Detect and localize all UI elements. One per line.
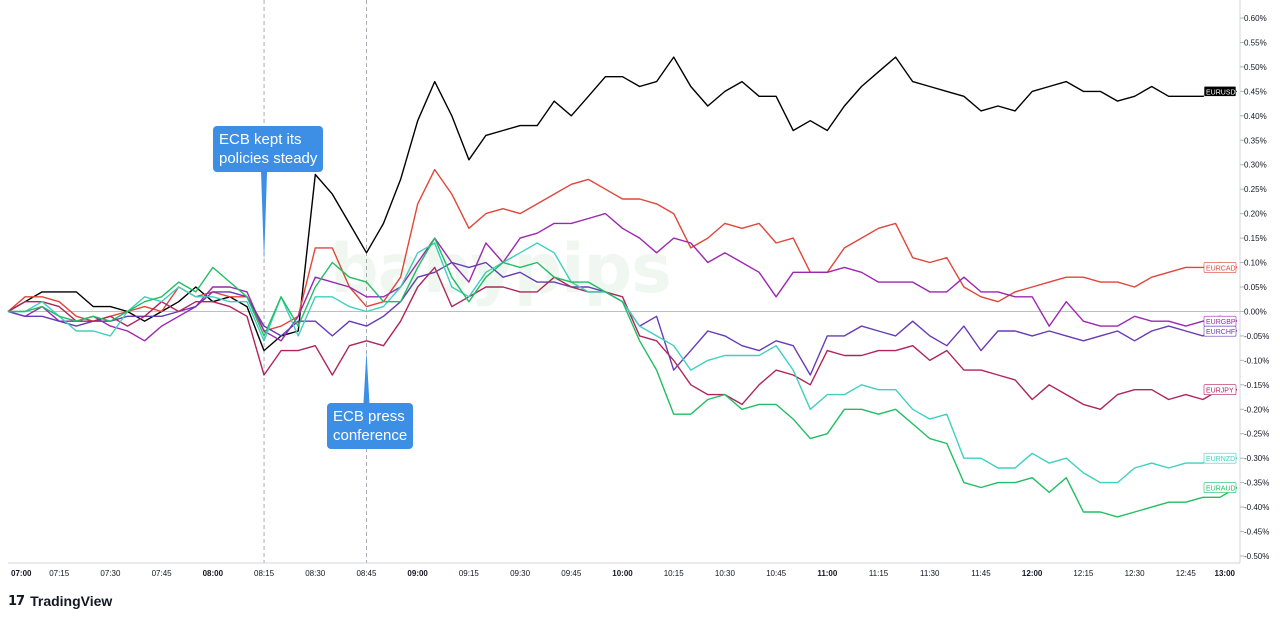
x-tick-label: 07:15: [49, 569, 70, 578]
x-tick-label: 08:15: [254, 569, 275, 578]
x-tick-label: 11:45: [971, 569, 991, 578]
x-tick-label: 09:00: [407, 569, 428, 578]
series-label-text: EURAUD: [1206, 486, 1236, 493]
series-lines: [7, 56, 1238, 518]
y-tick-label: 0.15%: [1244, 234, 1267, 243]
y-tick-label: -0.50%: [1244, 552, 1269, 561]
y-tick-label: 0.25%: [1244, 185, 1267, 194]
x-tick-label: 11:30: [920, 569, 940, 578]
series-label-text: EURUSD: [1206, 89, 1236, 96]
x-tick-label: 09:45: [561, 569, 582, 578]
series-line-euraud: [8, 237, 1238, 518]
callout-pointer-1: [261, 172, 268, 262]
x-tick-label: 12:15: [1073, 569, 1094, 578]
series-labels: EURUSD EURCAD EURGBP EURCHF EURJPY EURNZD EURA…: [1203, 86, 1237, 493]
x-tick-label: 10:00: [612, 569, 633, 578]
axes: 0.60% 0.55% 0.50% 0.45% 0.40% 0.35% 0.30% 0.25%…: [8, 0, 1269, 578]
series-label-text: EURGBP: [1206, 319, 1236, 326]
ecb-press-callout: ECB press conference: [327, 403, 414, 449]
series-label-box: [1203, 325, 1237, 337]
series-label-box: [1203, 262, 1237, 273]
x-tick-label: 12:30: [1125, 569, 1146, 578]
y-tick-label: 0.05%: [1244, 283, 1267, 292]
series-label-text: EURJPY: [1206, 388, 1234, 395]
x-tick-label: 09:30: [510, 569, 531, 578]
ecb-policies-callout: ECB kept its policies steady: [213, 126, 324, 172]
y-tick-label: -0.05%: [1244, 332, 1269, 341]
series-label-box: [1203, 86, 1237, 97]
x-tick-label: 11:00: [817, 569, 838, 578]
y-tick-label: 0.35%: [1244, 136, 1267, 145]
series-label-box: [1203, 482, 1237, 493]
x-tick-label: 07:30: [100, 569, 121, 578]
x-tick-label: 13:00: [1215, 569, 1236, 578]
x-tick-label: 11:15: [869, 569, 889, 578]
babypips-watermark: babypips: [330, 230, 672, 309]
series-label-eurcad: EURCAD: [1203, 262, 1237, 273]
x-tick-label: 08:00: [203, 569, 224, 578]
y-tick-label: -0.20%: [1244, 405, 1269, 414]
y-tick-label: 0.30%: [1244, 161, 1267, 170]
y-tick-label: 0.55%: [1244, 38, 1267, 47]
series-label-eurnzd: EURNZD: [1203, 452, 1237, 464]
y-tick-label: 0.20%: [1244, 210, 1267, 219]
tradingview-brand: 17 TradingView: [8, 593, 112, 609]
series-label-box: [1203, 384, 1237, 396]
y-tick-label: 0.10%: [1244, 259, 1267, 268]
tradingview-logo-icon: 17: [8, 593, 25, 609]
y-tick-label: 0.50%: [1244, 63, 1267, 72]
series-line-eurgbp: [7, 212, 1238, 342]
x-tick-label: 07:45: [152, 569, 173, 578]
y-tick-label: -0.25%: [1244, 430, 1269, 439]
series-label-eurgbp: EURGBP: [1203, 315, 1237, 327]
y-tick-label: 0.60%: [1244, 14, 1267, 23]
series-label-euraud: EURAUD: [1203, 482, 1237, 493]
y-tick-label: -0.30%: [1244, 454, 1269, 463]
series-label-text: EURCHF: [1206, 329, 1235, 336]
y-tick-label: -0.10%: [1244, 356, 1269, 365]
x-tick-label: 10:30: [715, 569, 736, 578]
x-tick-label: 12:45: [1176, 569, 1197, 578]
brand-name: TradingView: [30, 593, 113, 609]
x-tick-label: 07:00: [11, 569, 32, 578]
x-tick-label: 09:15: [459, 569, 480, 578]
x-tick-label: 10:15: [664, 569, 685, 578]
series-label-eurusd: EURUSD: [1203, 86, 1237, 97]
y-tick-label: 0.40%: [1244, 112, 1267, 121]
x-tick-label: 12:00: [1022, 569, 1043, 578]
series-label-text: EURCAD: [1206, 265, 1236, 272]
callout-pointer-2: [363, 352, 370, 403]
y-tick-label: 0.45%: [1244, 87, 1267, 96]
y-tick-label: 0.00%: [1244, 307, 1267, 316]
y-tick-label: -0.35%: [1244, 479, 1269, 488]
series-label-box: [1203, 452, 1237, 464]
x-tick-label: 08:45: [356, 569, 377, 578]
y-tick-label: -0.40%: [1244, 503, 1269, 512]
y-tick-label: -0.45%: [1244, 528, 1269, 537]
series-label-eurchf: EURCHF: [1203, 325, 1237, 337]
series-label-eurjpy: EURJPY: [1203, 384, 1237, 396]
series-line-eurjpy: [7, 266, 1237, 410]
x-tick-label: 08:30: [305, 569, 326, 578]
x-tick-label: 10:45: [766, 569, 787, 578]
y-tick-label: -0.15%: [1244, 381, 1269, 390]
series-label-text: EURNZD: [1206, 456, 1235, 463]
